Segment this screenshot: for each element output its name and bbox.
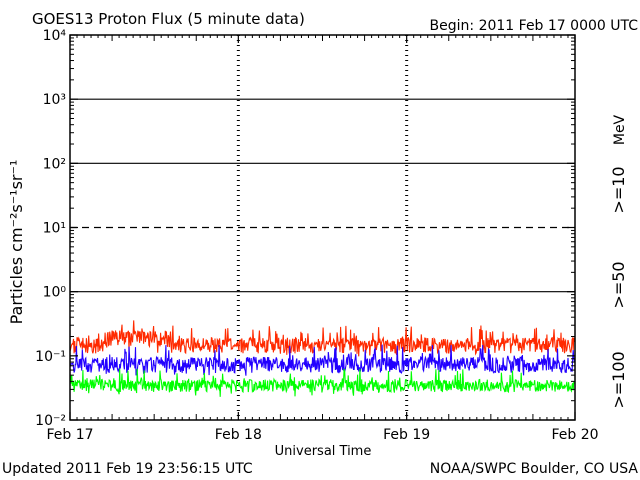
chart-title: GOES13 Proton Flux (5 minute data) — [32, 10, 305, 28]
x-tick-label: Feb 20 — [551, 427, 598, 443]
y-tick-label: 10² — [43, 156, 66, 172]
y-tick-label: 10³ — [43, 92, 66, 108]
grid-layer — [70, 35, 575, 420]
series-line-2 — [69, 368, 575, 397]
y-tick-label: 10⁰ — [43, 285, 67, 301]
series-line-0 — [69, 320, 575, 357]
legend-unit: MeV — [612, 114, 628, 145]
x-tick-label: Feb 18 — [215, 427, 262, 443]
legend-ge50: >=50 — [609, 261, 628, 308]
legend-ge100: >=100 — [609, 351, 628, 408]
x-tick-label: Feb 19 — [383, 427, 430, 443]
series-layer — [69, 320, 575, 397]
y-tick-label: 10¹ — [43, 221, 66, 237]
y-tick-label: 10⁻² — [35, 413, 66, 429]
legend-ge10: >=10 — [609, 166, 628, 213]
x-axis-label: Universal Time — [275, 444, 372, 459]
x-tick-label: Feb 17 — [46, 427, 93, 443]
plot-frame — [69, 34, 576, 421]
footer-updated: Updated 2011 Feb 19 23:56:15 UTC — [2, 461, 253, 477]
series-line-1 — [69, 344, 575, 376]
y-axis-label: Particles cm⁻²s⁻¹sr⁻¹ — [7, 160, 26, 325]
footer-credit: NOAA/SWPC Boulder, CO USA — [430, 461, 639, 477]
y-tick-label: 10⁻¹ — [35, 349, 66, 365]
begin-label: Begin: 2011 Feb 17 0000 UTC — [430, 18, 639, 34]
y-tick-label: 10⁴ — [43, 28, 67, 44]
